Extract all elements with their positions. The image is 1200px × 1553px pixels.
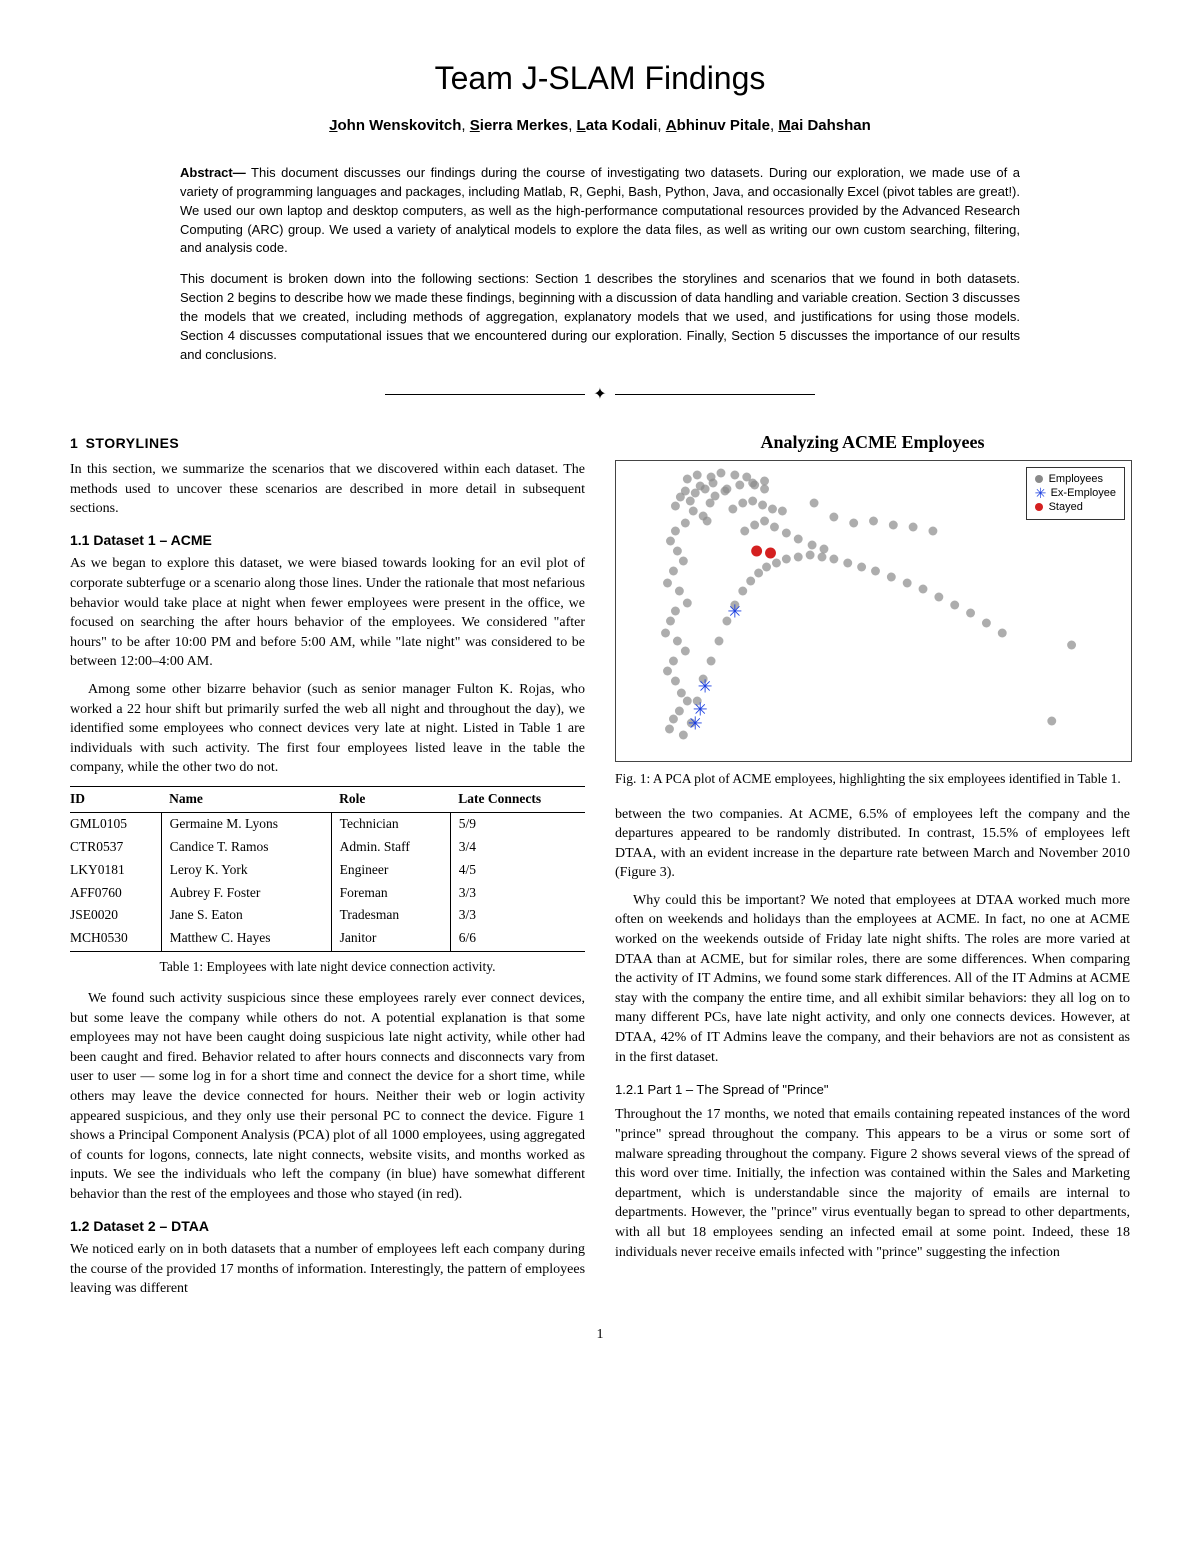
section-divider: ✦ — [70, 384, 1130, 404]
section-1-1-p3: We found such activity suspicious since … — [70, 989, 585, 1205]
table-1: ID Name Role Late Connects GML0105Germai… — [70, 786, 585, 952]
section-1-2-1-heading: 1.2.1 Part 1 – The Spread of "Prince" — [615, 1081, 1130, 1099]
section-1-intro: In this section, we summarize the scenar… — [70, 460, 585, 519]
abstract-text-1: This document discusses our findings dur… — [180, 165, 1020, 255]
diamond-icon: ✦ — [593, 384, 606, 404]
left-column: 1 STORYLINES In this section, we summari… — [70, 430, 585, 1307]
section-1-1-p1: As we began to explore this dataset, we … — [70, 554, 585, 672]
table-row: JSE0020Jane S. EatonTradesman3/3 — [70, 904, 585, 927]
page-number: 1 — [70, 1327, 1130, 1343]
section-1-1-heading: 1.1 Dataset 1 – ACME — [70, 531, 585, 551]
svg-text:✳: ✳ — [727, 601, 742, 621]
table-row: LKY0181Leroy K. YorkEngineer4/5 — [70, 859, 585, 882]
figure-1-title: Analyzing ACME Employees — [615, 430, 1130, 455]
abstract-label: Abstract— — [180, 165, 246, 180]
section-1-2-heading: 1.2 Dataset 2 – DTAA — [70, 1217, 585, 1237]
figure-1-caption: Fig. 1: A PCA plot of ACME employees, hi… — [615, 770, 1130, 789]
figure-1-chart: ✳✳✳✳ Employees ✳Ex-Employee Stayed — [615, 460, 1132, 762]
section-1-heading: 1 STORYLINES — [70, 434, 585, 454]
table-row: GML0105Germaine M. LyonsTechnician5/9 — [70, 812, 585, 835]
abstract-block: Abstract— This document discusses our fi… — [180, 164, 1020, 364]
section-1-2-1-p1: Throughout the 17 months, we noted that … — [615, 1105, 1130, 1262]
section-1-1-p2: Among some other bizarre behavior (such … — [70, 680, 585, 778]
table-header-row: ID Name Role Late Connects — [70, 786, 585, 812]
svg-text:✳: ✳ — [688, 713, 703, 733]
table-1-caption: Table 1: Employees with late night devic… — [70, 958, 585, 977]
svg-text:✳: ✳ — [698, 676, 713, 696]
figure-1-legend: Employees ✳Ex-Employee Stayed — [1026, 467, 1125, 520]
authors-line: John Wenskovitch, Sierra Merkes, Lata Ko… — [70, 117, 1130, 134]
table-row: MCH0530Matthew C. HayesJanitor6/6 — [70, 927, 585, 951]
abstract-text-2: This document is broken down into the fo… — [180, 270, 1020, 364]
section-1-2-p1: We noticed early on in both datasets tha… — [70, 1240, 585, 1299]
page-title: Team J-SLAM Findings — [70, 60, 1130, 97]
col2-p2: between the two companies. At ACME, 6.5%… — [615, 805, 1130, 883]
col2-p3: Why could this be important? We noted th… — [615, 891, 1130, 1067]
table-row: AFF0760Aubrey F. FosterForeman3/3 — [70, 882, 585, 905]
table-row: CTR0537Candice T. RamosAdmin. Staff3/4 — [70, 836, 585, 859]
right-column: Analyzing ACME Employees ✳✳✳✳ Employees … — [615, 430, 1130, 1307]
